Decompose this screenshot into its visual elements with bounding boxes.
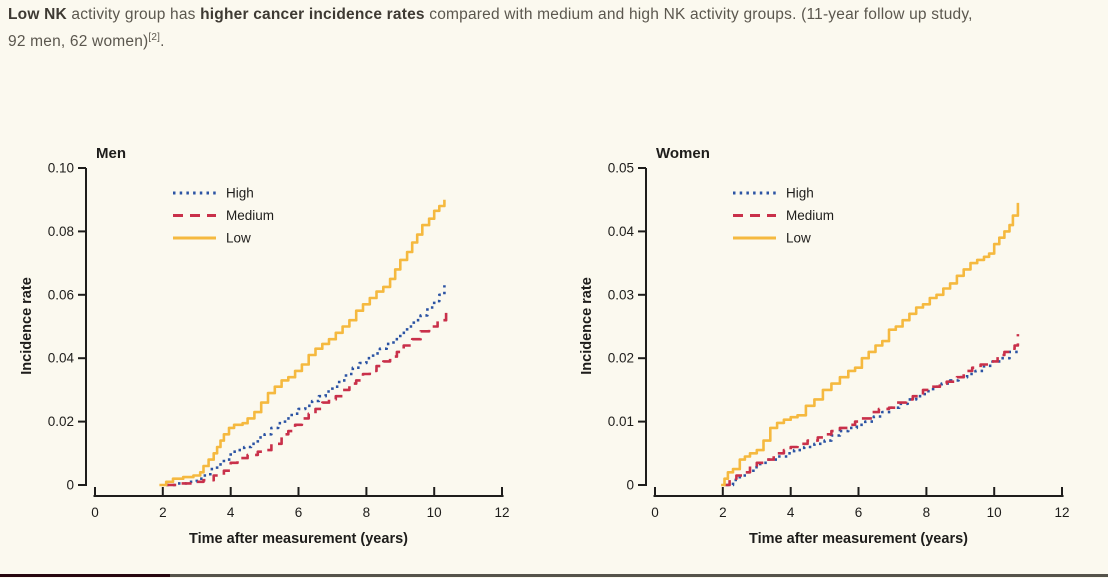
legend-label-low: Low — [786, 231, 811, 246]
men-legend: High Medium Low — [173, 186, 274, 246]
legend-label-medium: Medium — [226, 208, 274, 223]
women-x-axis-label: Time after measurement (years) — [749, 531, 968, 547]
caption-segment: . — [160, 32, 165, 50]
women-y-tick-label: 0.05 — [608, 161, 634, 176]
men-series-high — [166, 285, 446, 487]
women-y-axis: 0 0.01 0.02 0.03 0.04 0.05 Incidence rate — [579, 161, 647, 493]
women-x-tick-label: 0 — [651, 505, 659, 520]
women-y-tick-label: 0.04 — [608, 224, 635, 239]
men-x-tick-label: 2 — [159, 505, 167, 520]
women-legend: High Medium Low — [733, 186, 834, 246]
men-chart: Men 0 0.02 0.04 0.06 0.08 0.10 Incidence rate 0 2… — [15, 140, 530, 565]
women-y-axis-label: Incidence rate — [579, 277, 595, 375]
women-series-low — [721, 202, 1020, 487]
women-chart-title: Women — [656, 145, 710, 162]
women-chart-svg: Women 0 0.01 0.02 0.03 0.04 0.05 Incidence rate… — [579, 145, 1070, 547]
legend-label-low: Low — [226, 231, 251, 246]
caption-segment: compared with medium and high NK activit… — [424, 6, 973, 23]
women-y-tick-label: 0.02 — [608, 351, 634, 366]
caption-segment: activity group has — [66, 6, 201, 23]
women-x-axis: 0 2 4 6 8 10 12 Time after measurement (years) — [651, 487, 1070, 547]
women-y-tick-label: 0.01 — [608, 414, 634, 429]
women-x-tick-label: 6 — [855, 505, 863, 520]
women-x-tick-label: 10 — [987, 505, 1002, 520]
men-x-axis: 0 2 4 6 8 10 12 Time after measurement (years) — [91, 487, 510, 547]
men-x-tick-label: 12 — [495, 505, 510, 520]
men-y-tick-label: 0.10 — [48, 161, 74, 176]
men-x-axis-label: Time after measurement (years) — [189, 531, 408, 547]
men-y-tick-label: 0.08 — [48, 224, 74, 239]
bottom-divider-accent — [0, 574, 170, 577]
charts-row: Men 0 0.02 0.04 0.06 0.08 0.10 Incidence rate 0 2… — [15, 140, 1090, 565]
men-y-axis-label: Incidence rate — [19, 277, 35, 375]
men-chart-title: Men — [96, 145, 126, 162]
legend-item-medium: Medium — [733, 208, 834, 223]
men-x-tick-label: 10 — [427, 505, 442, 520]
caption-segment: Low NK — [8, 6, 67, 23]
women-x-tick-label: 4 — [787, 505, 795, 520]
legend-item-low: Low — [733, 231, 811, 246]
women-series-medium — [724, 334, 1020, 487]
men-x-tick-label: 0 — [91, 505, 99, 520]
legend-item-high: High — [733, 186, 814, 201]
men-y-axis: 0 0.02 0.04 0.06 0.08 0.10 Incidence rate — [19, 161, 87, 493]
legend-label-high: High — [786, 186, 814, 201]
caption-segment: [2] — [148, 31, 161, 43]
legend-item-low: Low — [173, 231, 251, 246]
bottom-divider — [0, 574, 1108, 577]
men-series-medium — [166, 310, 448, 487]
men-y-tick-label: 0.04 — [48, 351, 75, 366]
women-x-tick-label: 8 — [923, 505, 931, 520]
legend-label-medium: Medium — [786, 208, 834, 223]
women-x-tick-label: 2 — [719, 505, 727, 520]
women-chart: Women 0 0.01 0.02 0.03 0.04 0.05 Incidence rate… — [575, 140, 1090, 565]
study-caption: Low NK activity group has higher cancer … — [8, 2, 1102, 55]
women-y-tick-label: 0 — [626, 478, 634, 493]
women-y-tick-label: 0.03 — [608, 287, 634, 302]
men-x-tick-label: 6 — [295, 505, 303, 520]
caption-segment: higher cancer incidence rates — [200, 6, 425, 23]
caption-segment: 92 men, 62 women) — [8, 32, 149, 50]
women-x-tick-label: 12 — [1055, 505, 1070, 520]
legend-item-medium: Medium — [173, 208, 274, 223]
men-chart-svg: Men 0 0.02 0.04 0.06 0.08 0.10 Incidence rate 0 2… — [19, 145, 510, 547]
men-x-tick-label: 8 — [363, 505, 371, 520]
legend-label-high: High — [226, 186, 254, 201]
women-series-high — [726, 348, 1020, 487]
men-y-tick-label: 0.02 — [48, 414, 74, 429]
men-x-tick-label: 4 — [227, 505, 235, 520]
men-y-tick-label: 0 — [66, 478, 74, 493]
legend-item-high: High — [173, 186, 254, 201]
men-series-low — [159, 199, 446, 487]
men-y-tick-label: 0.06 — [48, 287, 74, 302]
